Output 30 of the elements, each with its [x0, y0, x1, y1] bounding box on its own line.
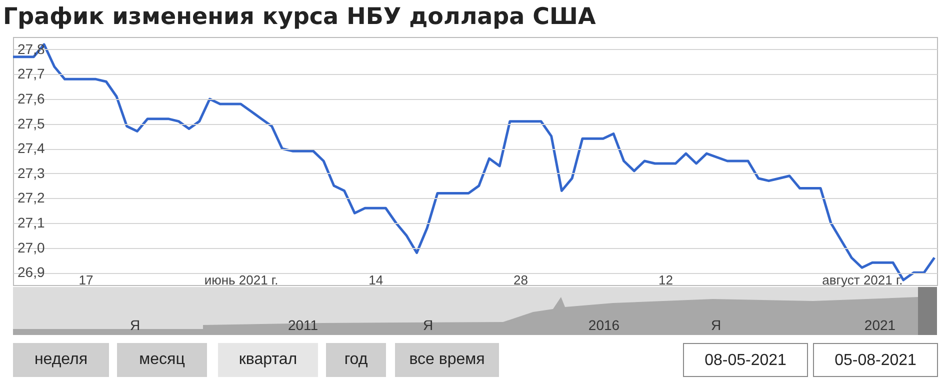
y-tick-label: 27,5	[18, 115, 45, 132]
text: 2011	[288, 317, 318, 333]
x-tick-label: 28	[514, 272, 528, 288]
y-tick-label: 27,3	[18, 164, 45, 181]
text: Я	[422, 317, 434, 333]
range-button[interactable]: квартал	[218, 343, 318, 377]
y-tick-label: 27,6	[18, 90, 45, 106]
range-button[interactable]: месяц	[117, 343, 207, 377]
range-button[interactable]: год	[326, 343, 386, 377]
date-field[interactable]: 05-08-2021	[813, 343, 938, 377]
y-tick-label: 27,7	[18, 66, 45, 82]
y-tick-label: 27,8	[18, 40, 45, 57]
text: 2016	[588, 317, 620, 333]
x-tick-label: 12	[658, 272, 673, 288]
text: Я	[710, 317, 722, 333]
x-tick-label: август 2021 г.	[822, 272, 903, 288]
y-tick-label: 26,9	[18, 264, 45, 280]
chart-title: График изменения курса НБУ доллара США	[3, 4, 596, 30]
y-tick-label: 27,1	[18, 214, 45, 230]
y-tick-label: 27,2	[18, 190, 45, 206]
x-tick-label: 14	[368, 272, 384, 288]
range-button[interactable]: неделя	[13, 343, 109, 377]
y-tick-label: 27,0	[18, 239, 45, 256]
y-tick-label: 27,4	[18, 140, 45, 156]
date-field[interactable]: 08-05-2021	[683, 343, 808, 377]
range-button[interactable]: все время	[395, 343, 499, 377]
x-tick-label: июнь 2021 г.	[204, 272, 278, 288]
x-tick-label: 17	[78, 272, 94, 288]
text: Я	[130, 317, 140, 333]
text: 2021	[864, 317, 896, 333]
